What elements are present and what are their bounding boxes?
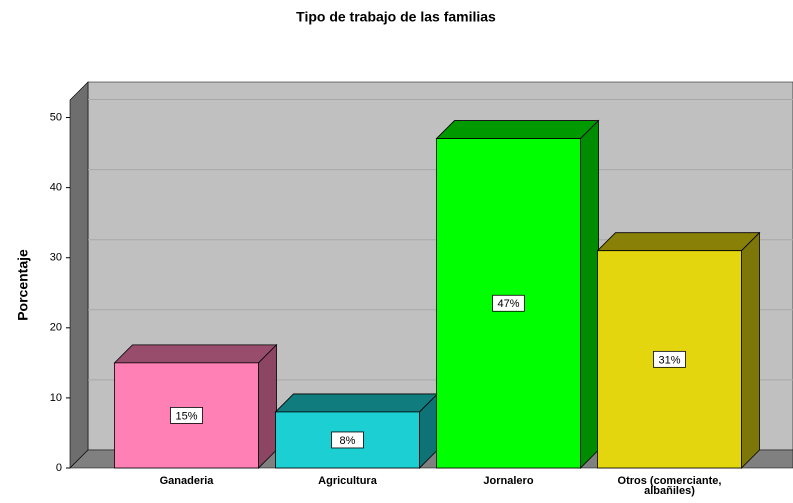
bar [113,343,278,469]
bar-side [258,343,277,469]
y-axis-label: Porcentaje [15,249,31,321]
value-label: 15% [175,410,197,422]
x-tick-label: Agricultura [318,475,377,487]
x-tick-label: Jornalero [483,475,534,487]
x-tick-label: Otros (comerciante, albañiles) [617,475,722,497]
y-tick-label: 40 [50,182,62,194]
y-tick-label: 50 [50,111,62,123]
value-label: 31% [658,354,680,366]
value-label: 8% [340,435,356,447]
value-label-box [653,350,686,368]
y-tick-label: 10 [50,392,62,404]
bar-top [274,393,439,413]
bar-top [435,120,600,139]
y-tick-label: 20 [50,322,62,334]
chart-title: Tipo de trabajo de las familias [296,9,496,25]
value-label-box [492,294,525,312]
value-label-box [331,431,364,449]
value-label: 47% [497,298,519,310]
y-tick-label: 0 [56,462,62,474]
bar-top [596,232,761,252]
bar-side [741,231,760,469]
bar [596,231,761,469]
x-tick-label: Ganaderia [159,475,214,487]
bar [274,392,439,469]
left-wall [69,81,89,469]
bar-top [113,344,278,364]
y-tick-label: 30 [50,252,62,264]
bar [435,119,600,469]
bar-side [580,119,599,469]
value-label-box [170,407,203,424]
